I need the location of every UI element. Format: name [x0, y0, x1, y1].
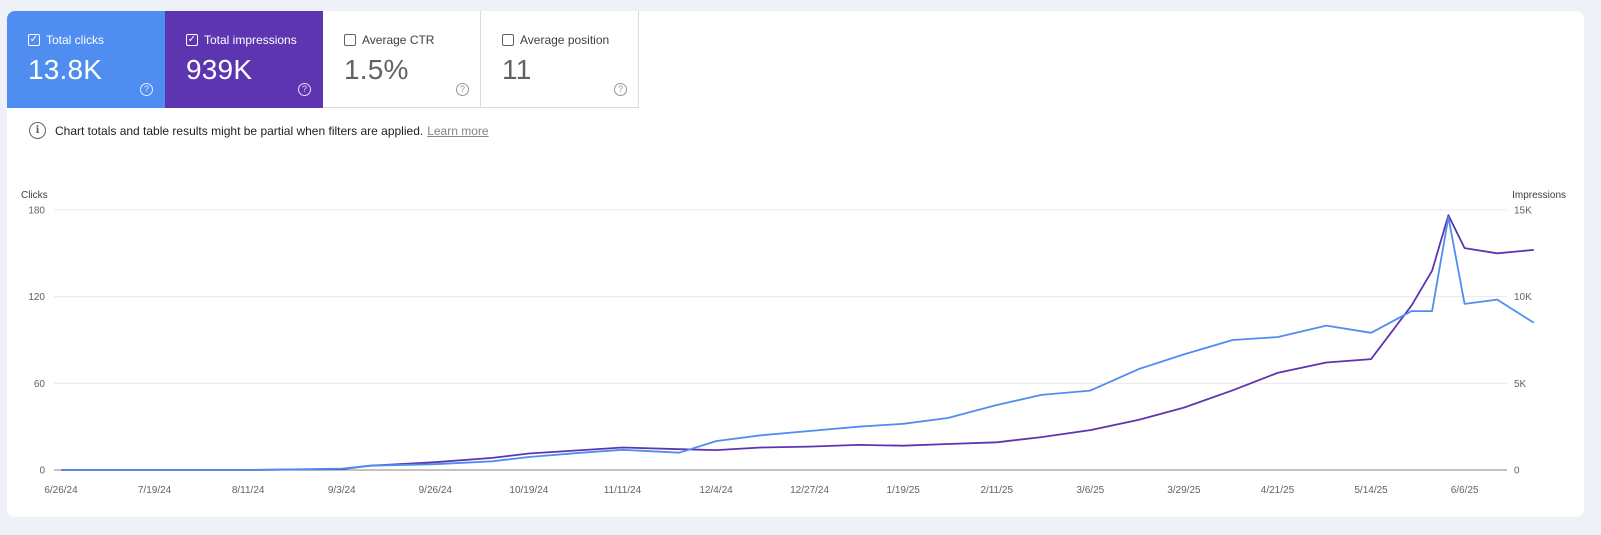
performance-card: ✓ Total clicks 13.8K ? ✓ Total impressio…: [7, 11, 1584, 517]
x-tick-label: 3/6/25: [1076, 485, 1104, 496]
metric-label: Total clicks: [46, 33, 105, 47]
notice-text: Chart totals and table results might be …: [55, 123, 424, 138]
metric-label: Average position: [520, 33, 610, 47]
x-tick-label: 6/6/25: [1451, 485, 1479, 496]
y-tick-label-left: 120: [28, 292, 45, 303]
learn-more-link[interactable]: Learn more: [427, 123, 489, 138]
metric-value: 13.8K: [28, 54, 103, 85]
y-tick-label-left: 60: [34, 379, 46, 390]
checkbox-unchecked-icon[interactable]: [344, 34, 356, 46]
checkbox-checked-icon[interactable]: ✓: [186, 34, 198, 46]
x-tick-label: 12/4/24: [699, 485, 733, 496]
x-tick-label: 10/19/24: [509, 485, 548, 496]
metric-average-position[interactable]: Average position 11 ?: [481, 11, 639, 108]
y-tick-label-right: 5K: [1514, 379, 1527, 390]
help-icon[interactable]: ?: [614, 83, 627, 96]
partial-results-notice: i Chart totals and table results might b…: [29, 122, 489, 139]
series-line-total-clicks: [61, 216, 1535, 471]
metric-value: 939K: [186, 54, 253, 85]
metric-label: Total impressions: [204, 33, 297, 47]
x-tick-label: 9/3/24: [328, 485, 356, 496]
x-tick-label: 7/19/24: [138, 485, 172, 496]
checkbox-unchecked-icon[interactable]: [502, 34, 514, 46]
info-icon: i: [29, 122, 46, 139]
x-tick-label: 5/14/25: [1354, 485, 1388, 496]
x-tick-label: 3/29/25: [1167, 485, 1201, 496]
metric-total-clicks[interactable]: ✓ Total clicks 13.8K ?: [7, 11, 165, 108]
x-tick-label: 8/11/24: [232, 485, 265, 496]
metric-average-ctr[interactable]: Average CTR 1.5% ?: [323, 11, 481, 108]
x-tick-label: 12/27/24: [790, 485, 829, 496]
y-tick-label-left: 180: [28, 206, 45, 217]
y-axis-title-impressions: Impressions: [1512, 190, 1566, 201]
checkbox-checked-icon[interactable]: ✓: [28, 34, 40, 46]
x-tick-label: 4/21/25: [1261, 485, 1295, 496]
metric-total-impressions[interactable]: ✓ Total impressions 939K ?: [165, 11, 323, 108]
help-icon[interactable]: ?: [298, 83, 311, 96]
y-tick-label-right: 10K: [1514, 292, 1532, 303]
performance-chart: Clicks Impressions 0 60 120 180 0 5K 10K 15K 6/26/…: [21, 190, 1566, 496]
metric-value: 11: [502, 54, 532, 85]
metric-value: 1.5%: [344, 54, 409, 85]
y-tick-label-left: 0: [39, 466, 45, 477]
x-tick-label: 6/26/24: [44, 485, 78, 496]
x-tick-label: 11/11/24: [604, 485, 642, 496]
x-tick-label: 9/26/24: [419, 485, 453, 496]
x-tick-label: 1/19/25: [886, 485, 920, 496]
x-tick-label: 2/11/25: [980, 485, 1013, 496]
help-icon[interactable]: ?: [456, 83, 469, 96]
y-tick-label-right: 0: [1514, 466, 1520, 477]
metric-tabs: ✓ Total clicks 13.8K ? ✓ Total impressio…: [7, 11, 639, 108]
metric-label: Average CTR: [362, 33, 435, 47]
y-axis-title-clicks: Clicks: [21, 190, 48, 201]
help-icon[interactable]: ?: [140, 83, 153, 96]
y-tick-label-right: 15K: [1514, 206, 1532, 217]
